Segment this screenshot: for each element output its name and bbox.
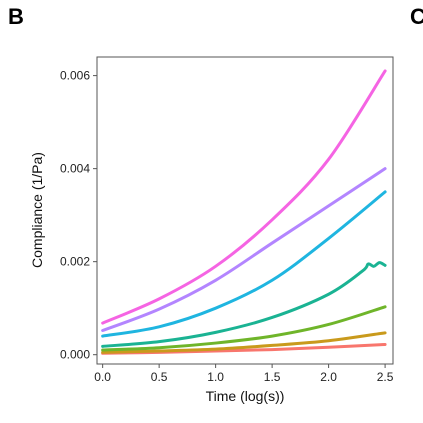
x-tick-label: 1.5 bbox=[264, 370, 281, 384]
y-tick-label: 0.006 bbox=[60, 69, 90, 83]
x-tick-label: 2.5 bbox=[377, 370, 394, 384]
x-tick-label: 2.0 bbox=[320, 370, 337, 384]
series-line bbox=[101, 331, 387, 354]
plot-frame bbox=[96, 56, 394, 365]
series-line bbox=[101, 305, 387, 352]
series-line bbox=[101, 190, 387, 338]
clipped-panel-label: C bbox=[410, 4, 423, 29]
y-tick-label: 0.004 bbox=[60, 162, 90, 176]
y-axis-title: Compliance (1/Pa) bbox=[29, 152, 45, 268]
x-axis-title: Time (log(s)) bbox=[206, 388, 285, 404]
x-tick-label: 1.0 bbox=[207, 370, 224, 384]
y-axis: 0.000 0.002 0.004 0.006 bbox=[60, 69, 97, 362]
x-tick-label: 0.5 bbox=[151, 370, 168, 384]
x-tick-label: 0.0 bbox=[94, 370, 111, 384]
y-tick-label: 0.000 bbox=[60, 348, 90, 362]
x-axis: 0.0 0.5 1.0 1.5 2.0 2.5 bbox=[94, 364, 394, 384]
series-line bbox=[101, 261, 387, 348]
y-tick-label: 0.002 bbox=[60, 255, 90, 269]
series-line bbox=[101, 167, 387, 333]
panel-label: B bbox=[8, 4, 24, 29]
series-group bbox=[101, 69, 387, 355]
series-line bbox=[101, 69, 387, 325]
